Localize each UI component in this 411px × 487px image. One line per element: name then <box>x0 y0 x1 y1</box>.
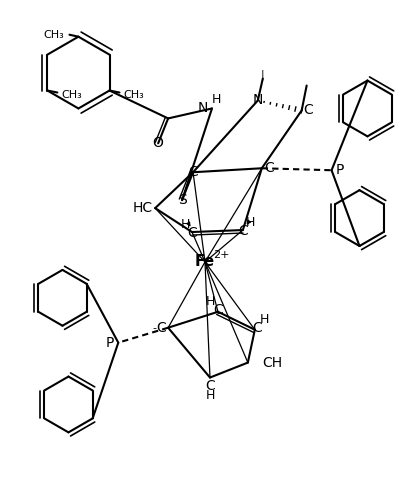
Text: C: C <box>304 103 314 117</box>
Text: C: C <box>264 161 274 175</box>
Text: C: C <box>188 165 198 179</box>
Text: C: C <box>252 321 262 335</box>
Text: |: | <box>261 69 265 80</box>
Text: CH₃: CH₃ <box>123 90 144 99</box>
Text: P: P <box>106 336 114 350</box>
Text: N: N <box>253 94 263 108</box>
Text: C: C <box>205 378 215 393</box>
Text: HC: HC <box>133 201 153 215</box>
Text: H: H <box>180 218 190 230</box>
Text: H: H <box>260 313 270 326</box>
Text: H: H <box>206 389 215 402</box>
Text: -: - <box>272 163 276 173</box>
Text: P: P <box>335 163 344 177</box>
Text: O: O <box>153 136 164 150</box>
Text: C: C <box>213 303 223 317</box>
Text: Fe: Fe <box>195 254 215 269</box>
Text: C: C <box>187 226 197 240</box>
Text: CH₃: CH₃ <box>44 30 65 40</box>
Text: CH: CH <box>262 356 282 370</box>
Text: H: H <box>246 216 256 228</box>
Text: CH₃: CH₃ <box>61 90 82 99</box>
Text: N: N <box>198 101 208 115</box>
Text: S: S <box>178 193 187 207</box>
Text: 2+: 2+ <box>213 250 229 260</box>
Text: H: H <box>211 93 221 106</box>
Text: H: H <box>206 295 215 308</box>
Text: C: C <box>156 321 166 335</box>
Text: C: C <box>238 224 248 238</box>
Text: -: - <box>152 323 156 333</box>
